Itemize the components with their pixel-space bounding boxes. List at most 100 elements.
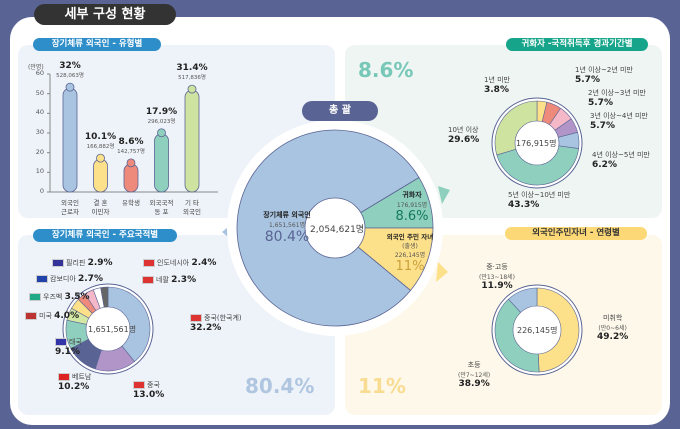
bar-cap xyxy=(126,158,136,168)
pct: 2.7% xyxy=(78,274,103,284)
sub: (출생) xyxy=(402,243,418,250)
flag-icon xyxy=(133,381,145,389)
bar-category-2: 외국인 xyxy=(183,208,201,216)
name: 미국 xyxy=(39,312,52,320)
pct: 9.1% xyxy=(55,347,80,357)
pct: 11.9% xyxy=(481,281,513,291)
children-big-pct: 11% xyxy=(358,374,406,398)
nationality-label: 미국 4.0% xyxy=(25,311,79,321)
children-label: 미취학 (만0~6세) 49.2% xyxy=(597,313,628,342)
y-tick-label: 60 xyxy=(35,69,44,77)
name: 3년 이상~4년 미만 xyxy=(590,112,648,120)
bar-count: 528,063명 xyxy=(56,73,84,80)
bar-cap xyxy=(157,128,166,138)
bar-pct: 10.1% xyxy=(84,132,117,143)
summary-hole xyxy=(304,197,366,259)
bar-cap xyxy=(187,84,197,94)
flag-icon xyxy=(190,314,202,322)
nationality-label: 중국(한국계) 32.2% xyxy=(190,313,242,333)
pct: 38.9% xyxy=(458,379,490,389)
pct: 49.2% xyxy=(597,332,629,342)
y-axis-label: (만명) xyxy=(28,64,44,71)
name: 인도네시아 xyxy=(157,259,190,267)
name: 장기체류 외국인 xyxy=(263,211,311,219)
pct: 29.6% xyxy=(448,135,480,145)
flag-icon xyxy=(58,373,70,381)
bar-count: 142,757명 xyxy=(117,148,145,155)
pct: 8.6% xyxy=(395,209,429,224)
pct: 4.0% xyxy=(54,311,80,321)
nationality-label: 필리핀 2.9% xyxy=(52,258,113,268)
name: 캄보디아 xyxy=(50,275,76,283)
bar xyxy=(154,133,169,193)
name: 5년 이상~10년 미만 xyxy=(508,191,571,199)
bar-pct: 31.4% xyxy=(176,63,208,74)
page-title: 세부 구성 현황 xyxy=(34,4,176,25)
bar xyxy=(123,163,139,193)
name: 2년 이상~3년 미만 xyxy=(588,89,646,97)
pct: 3.5% xyxy=(64,292,90,302)
pct: 5.7% xyxy=(588,98,613,108)
flag-icon xyxy=(55,338,67,346)
bar-count: 296,023명 xyxy=(147,118,176,125)
pct: 32.2% xyxy=(190,323,222,333)
bar-category-1: 유학생 xyxy=(122,199,140,207)
bar-category-2: 근로자 xyxy=(61,208,79,216)
bar-pct: 17.9% xyxy=(145,106,178,117)
bar-cap xyxy=(65,82,75,92)
y-tick-label: 50 xyxy=(35,88,44,97)
children-label: 중·고등 (만13~18세) 11.9% xyxy=(479,262,515,291)
naturalized-big-pct: 8.6% xyxy=(358,58,414,82)
arrow-children-icon xyxy=(436,262,448,282)
arrow-naturalized-icon xyxy=(438,186,450,204)
naturalized-label: 2년 이상~3년 미만 5.7% xyxy=(588,88,646,108)
summary-total: 2,054,621명 xyxy=(310,225,365,235)
pct: 5.7% xyxy=(575,75,600,85)
pct: 2.4% xyxy=(191,258,217,268)
summary-children: 외국인 주민 자녀 (출생) 226,145명 11% xyxy=(380,231,440,274)
name: 우즈벡 xyxy=(43,293,63,301)
y-tick-label: 0 xyxy=(39,187,44,195)
name: 귀화자 xyxy=(402,191,422,199)
pct: 43.3% xyxy=(508,200,540,210)
bar-category-1: 외국인 xyxy=(61,199,79,207)
nationality-title: 장기체류 외국인 - 주요국적별 xyxy=(33,229,177,242)
nationality-label: 우즈벡 3.5% xyxy=(29,292,90,302)
pct: 5.7% xyxy=(590,121,615,131)
name: 1년 미만 xyxy=(484,76,510,84)
name: 초등 xyxy=(467,361,481,369)
pct: 2.9% xyxy=(87,258,113,268)
pct: 2.3% xyxy=(171,275,197,285)
bar-pct: 8.6% xyxy=(118,136,144,147)
name: 10년 이상 xyxy=(448,126,479,134)
name: 베트남 xyxy=(72,373,92,381)
bar-category-1: 결 혼 xyxy=(93,199,108,207)
bar-pct: 32% xyxy=(59,61,81,72)
bar-category-2: 동 포 xyxy=(154,208,169,216)
nationality-total: 1,651,561명 xyxy=(88,325,137,334)
naturalized-label: 10년 이상 29.6% xyxy=(448,125,479,145)
y-tick-label: 30 xyxy=(35,128,44,136)
naturalized-hole xyxy=(514,120,560,166)
flag-icon xyxy=(142,276,154,284)
summary-long-term: 장기체류 외국인 1,651,561명 80.4% xyxy=(247,210,327,245)
flag-icon xyxy=(25,312,37,320)
pct: 80.4% xyxy=(264,229,310,245)
naturalized-total: 176,915명 xyxy=(516,139,557,148)
sub: (만7~12세) xyxy=(458,372,491,379)
name: 중국 xyxy=(147,381,160,389)
flag-icon xyxy=(29,293,41,301)
y-tick-label: 20 xyxy=(35,147,44,156)
naturalized-label: 4년 이상~5년 미만 6.2% xyxy=(592,150,650,170)
summary-label: 총 괄 xyxy=(302,101,378,121)
bar-count: 166,882명 xyxy=(86,144,115,151)
children-label: 초등 (만7~12세) 38.9% xyxy=(458,360,490,389)
name: 중국(한국계) xyxy=(204,314,242,322)
bar-count: 517,836명 xyxy=(178,75,206,82)
bar-category-1: 외국국적 xyxy=(149,199,174,207)
count: 226,145명 xyxy=(394,252,426,259)
name: 필리핀 xyxy=(66,259,86,267)
flag-icon xyxy=(52,259,64,267)
nationality-label: 중국 13.0% xyxy=(133,380,164,400)
